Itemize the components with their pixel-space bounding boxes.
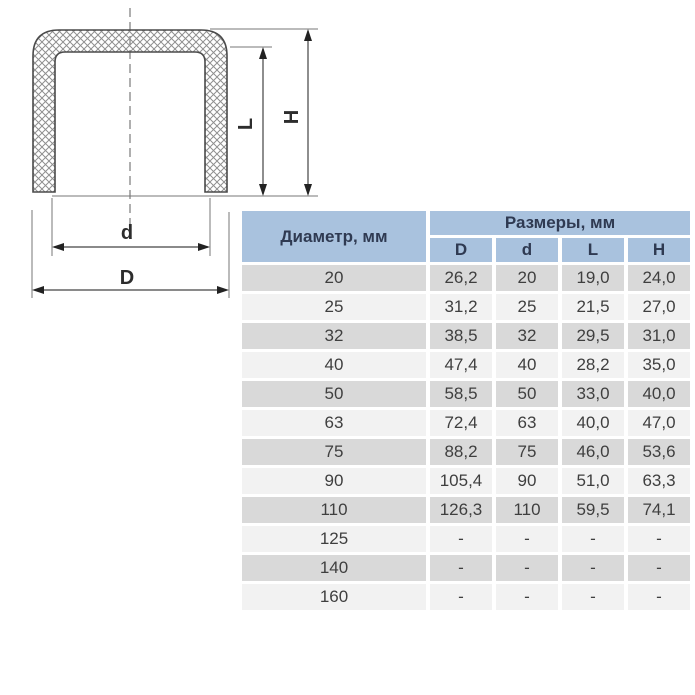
diameter-cell: 75	[242, 439, 426, 465]
table-row: 32 38,5 32 29,5 31,0	[242, 323, 690, 349]
size-cell: -	[496, 555, 558, 581]
size-cell: 63	[496, 410, 558, 436]
column-header-H: H	[628, 238, 690, 262]
size-cell: 21,5	[562, 294, 624, 320]
table-row: 25 31,2 25 21,5 27,0	[242, 294, 690, 320]
label-inner-length: L	[235, 118, 257, 130]
size-cell: -	[562, 526, 624, 552]
size-cell: 20	[496, 265, 558, 291]
size-cell: 50	[496, 381, 558, 407]
sizes-header: Размеры, мм	[430, 211, 690, 235]
table-row: 160- - - -	[242, 584, 690, 610]
size-cell: 40,0	[628, 381, 690, 407]
size-cell: -	[496, 526, 558, 552]
size-cell: 74,1	[628, 497, 690, 523]
diameter-cell: 140	[242, 555, 426, 581]
size-cell: 88,2	[430, 439, 492, 465]
size-cell: -	[628, 526, 690, 552]
extension-lines	[31, 28, 318, 298]
cap-wall-hatched	[32, 29, 228, 193]
column-header-d: d	[496, 238, 558, 262]
diameter-cell: 90	[242, 468, 426, 494]
size-cell: -	[430, 555, 492, 581]
size-cell: 31,0	[628, 323, 690, 349]
size-cell: -	[496, 584, 558, 610]
table-header: Диаметр, мм Размеры, мм D d L H	[242, 211, 690, 262]
size-cell: 25	[496, 294, 558, 320]
size-cell: 75	[496, 439, 558, 465]
size-cell: -	[430, 526, 492, 552]
size-cell: -	[628, 555, 690, 581]
size-cell: -	[562, 584, 624, 610]
dimensions-table: Диаметр, мм Размеры, мм D d L H 20 26,2 20…	[238, 208, 694, 613]
label-outer-diameter: D	[120, 267, 134, 289]
size-cell: 40	[496, 352, 558, 378]
size-cell: 126,3	[430, 497, 492, 523]
size-cell: 58,5	[430, 381, 492, 407]
size-cell: 27,0	[628, 294, 690, 320]
size-cell: 26,2	[430, 265, 492, 291]
size-cell: 35,0	[628, 352, 690, 378]
table-row: 90 105,4 90 51,0 63,3	[242, 468, 690, 494]
label-inner-diameter: d	[121, 222, 133, 244]
size-cell: 24,0	[628, 265, 690, 291]
size-cell: 46,0	[562, 439, 624, 465]
cap-cross-section-diagram: d D L H	[31, 8, 318, 298]
size-cell: 90	[496, 468, 558, 494]
table-row: 140- - - -	[242, 555, 690, 581]
size-cell: -	[430, 584, 492, 610]
diameter-cell: 160	[242, 584, 426, 610]
diameter-header: Диаметр, мм	[242, 211, 426, 262]
size-cell: 29,5	[562, 323, 624, 349]
size-cell: 51,0	[562, 468, 624, 494]
dimension-arrows	[32, 29, 312, 294]
size-cell: 59,5	[562, 497, 624, 523]
column-header-D: D	[430, 238, 492, 262]
size-cell: 33,0	[562, 381, 624, 407]
size-cell: 47,0	[628, 410, 690, 436]
size-cell: 19,0	[562, 265, 624, 291]
size-cell: 47,4	[430, 352, 492, 378]
size-cell: -	[562, 555, 624, 581]
dimension-lines	[35, 31, 309, 291]
table-body: 20 26,2 20 19,0 24,0 25 31,2 25 21,5 27,0 32 38,5 32…	[242, 265, 690, 610]
table-row: 125- - - -	[242, 526, 690, 552]
dimension-labels: d D L H	[120, 110, 303, 289]
column-header-L: L	[562, 238, 624, 262]
size-cell: -	[628, 584, 690, 610]
table-row: 20 26,2 20 19,0 24,0	[242, 265, 690, 291]
diameter-cell: 25	[242, 294, 426, 320]
table-row: 75 88,2 75 46,0 53,6	[242, 439, 690, 465]
table-row: 63 72,4 63 40,0 47,0	[242, 410, 690, 436]
size-cell: 53,6	[628, 439, 690, 465]
table-row: 110 126,3 110 59,5 74,1	[242, 497, 690, 523]
diameter-cell: 110	[242, 497, 426, 523]
size-cell: 72,4	[430, 410, 492, 436]
size-cell: 32	[496, 323, 558, 349]
diameter-cell: 40	[242, 352, 426, 378]
size-cell: 63,3	[628, 468, 690, 494]
label-outer-height: H	[281, 110, 303, 124]
size-cell: 38,5	[430, 323, 492, 349]
size-cell: 28,2	[562, 352, 624, 378]
diameter-cell: 50	[242, 381, 426, 407]
diameter-cell: 63	[242, 410, 426, 436]
diameter-cell: 20	[242, 265, 426, 291]
diameter-cell: 32	[242, 323, 426, 349]
size-columns-row: D d L H	[242, 238, 690, 262]
table-row: 50 58,5 50 33,0 40,0	[242, 381, 690, 407]
size-cell: 40,0	[562, 410, 624, 436]
diameter-cell: 125	[242, 526, 426, 552]
size-cell: 105,4	[430, 468, 492, 494]
table-row: 40 47,4 40 28,2 35,0	[242, 352, 690, 378]
size-cell: 31,2	[430, 294, 492, 320]
size-cell: 110	[496, 497, 558, 523]
